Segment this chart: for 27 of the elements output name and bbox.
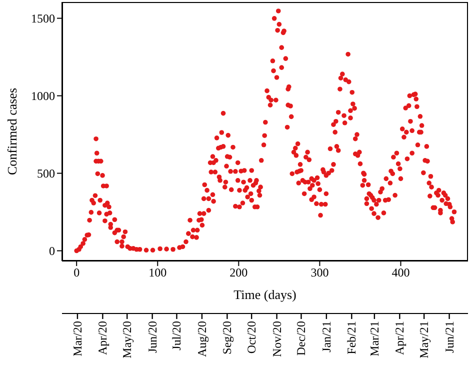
x-tick-label: 300 (310, 266, 329, 280)
x-tick-label: 400 (392, 266, 410, 280)
y-tick-label: 500 (37, 166, 55, 181)
x2-tick-label: Nov/20 (270, 321, 284, 357)
x2-tick-label: Apr/20 (96, 321, 110, 355)
x2-tick-label: Jul/20 (170, 321, 184, 350)
x2-tick-label: Aug/20 (194, 321, 209, 357)
x2-tick-label: May/21 (417, 321, 432, 358)
x2-tick-label: Seg/20 (220, 321, 234, 354)
x2-tick-label: Oct/20 (244, 321, 259, 354)
x-axis-title: Time (days) (234, 287, 296, 302)
x-tick-label: 0 (74, 266, 80, 280)
y-tick-label: 1500 (31, 12, 55, 26)
x2-tick-label: Apr/21 (392, 321, 407, 355)
x2-tick-label: Dec/20 (294, 321, 308, 356)
x2-tick-label: Mar/20 (70, 321, 84, 356)
x2-tick-label: Mar/21 (367, 321, 382, 356)
y-tick-label: 1000 (31, 89, 55, 104)
x2-tick-label: Jun/20 (145, 321, 160, 354)
y-tick-label: 0 (49, 244, 55, 258)
x-tick-label: 200 (230, 266, 248, 280)
x2-tick-label: May/20 (120, 321, 134, 358)
x2-tick-label: Jan/21 (319, 321, 334, 352)
x-tick-label: 100 (148, 266, 167, 280)
x2-tick-label: Feb/21 (344, 321, 359, 354)
x2-tick-label: Jun/21 (442, 321, 456, 354)
y-axis-title: Confirmed cases (4, 88, 20, 176)
